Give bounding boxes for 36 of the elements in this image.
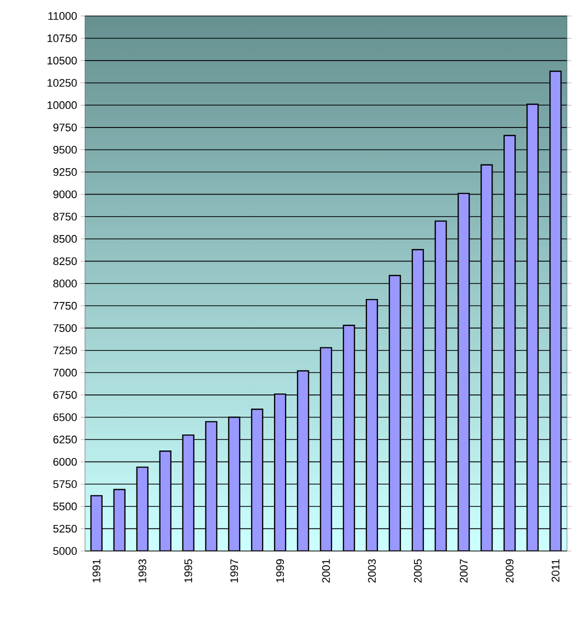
y-tick-label: 5000	[53, 547, 77, 555]
y-tick-label: 7750	[53, 302, 77, 310]
y-tick-label: 5500	[53, 502, 77, 510]
x-tick-label: 2001	[322, 559, 330, 583]
x-tick-label: 1993	[138, 559, 146, 582]
y-tick-label: 7250	[53, 346, 77, 354]
x-tick-label: 1997	[230, 559, 238, 582]
y-tick-label: 6500	[53, 413, 77, 422]
x-tick-label: 2011	[552, 559, 560, 582]
x-tick-label: 2007	[460, 559, 468, 583]
y-tick-label: 5750	[53, 480, 77, 488]
y-tick-label: 8500	[53, 235, 77, 243]
y-tick-label: 9250	[53, 168, 77, 176]
y-tick-label: 8750	[53, 212, 77, 220]
x-tick-label: 2005	[414, 559, 422, 583]
y-tick-label: 9500	[53, 146, 77, 154]
y-tick-label: 10500	[48, 56, 77, 64]
x-tick-label: 1995	[184, 559, 192, 582]
x-tick-label: 1991	[92, 559, 100, 582]
y-tick-label: 10000	[48, 101, 77, 110]
y-tick-label: 6000	[53, 458, 77, 466]
y-tick-label: 8000	[53, 280, 77, 288]
y-tick-label: 11000	[48, 12, 77, 20]
y-tick-label: 8250	[53, 257, 77, 266]
y-tick-label: 5250	[53, 524, 77, 533]
y-tick-label: 10250	[48, 79, 77, 87]
y-tick-label: 6250	[53, 436, 77, 444]
y-tick-label: 7000	[53, 368, 77, 377]
y-tick-label: 6750	[53, 391, 77, 399]
y-tick-label: 10750	[48, 34, 77, 42]
y-tick-label: 9750	[53, 124, 77, 132]
y-tick-label: 9000	[53, 190, 77, 198]
y-tick-label: 7500	[53, 324, 77, 332]
x-tick-label: 1999	[276, 559, 284, 582]
x-tick-label: 2003	[368, 559, 376, 583]
x-tick-label: 2009	[506, 559, 514, 583]
